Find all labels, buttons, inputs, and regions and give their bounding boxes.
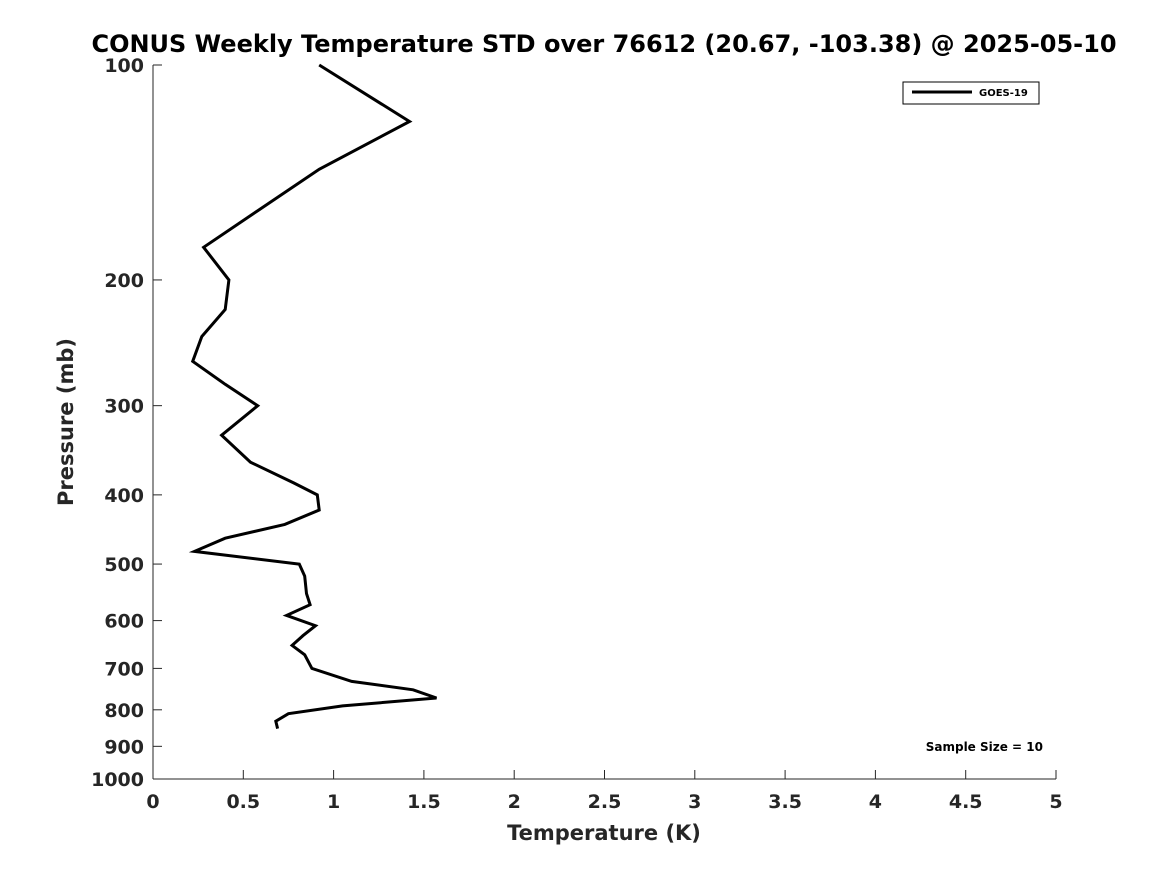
y-tick-label: 700 [104,658,144,680]
series-layer [188,63,437,729]
x-tick-label: 3.5 [768,791,802,813]
sample-size-annotation: Sample Size = 10 [926,740,1043,754]
y-axis-label: Pressure (mb) [54,338,78,506]
y-tick-label: 900 [104,736,144,758]
x-tick-label: 1 [327,791,340,813]
x-tick-label: 2.5 [588,791,622,813]
y-axis-ticks: 100 200 300 400 500 600 700 800 900 1000 [91,55,162,791]
y-tick-label: 300 [104,396,144,418]
y-tick-label: 400 [104,485,144,507]
x-tick-label: 2 [508,791,521,813]
y-tick-label: 200 [104,270,144,292]
x-tick-label: 4.5 [949,791,983,813]
y-tick-label: 600 [104,611,144,633]
x-axis-label: Temperature (K) [507,821,701,845]
series-line-goes-19 [188,63,437,729]
y-tick-label: 500 [104,554,144,576]
plot-area [153,65,1056,779]
chart-title: CONUS Weekly Temperature STD over 76612 … [91,30,1116,58]
x-tick-label: 0 [146,791,159,813]
legend: GOES-19 [902,81,1040,105]
y-tick-label: 100 [104,55,144,77]
x-tick-label: 0.5 [226,791,260,813]
x-tick-label: 4 [869,791,882,813]
x-tick-label: 1.5 [407,791,441,813]
x-axis-ticks: 0 0.5 1 1.5 2 2.5 3 3.5 4 4.5 5 [146,770,1063,813]
x-tick-label: 3 [688,791,701,813]
y-tick-label: 800 [104,700,144,722]
legend-label-goes-19: GOES-19 [979,88,1028,99]
y-tick-label: 1000 [91,769,144,791]
x-tick-label: 5 [1049,791,1062,813]
